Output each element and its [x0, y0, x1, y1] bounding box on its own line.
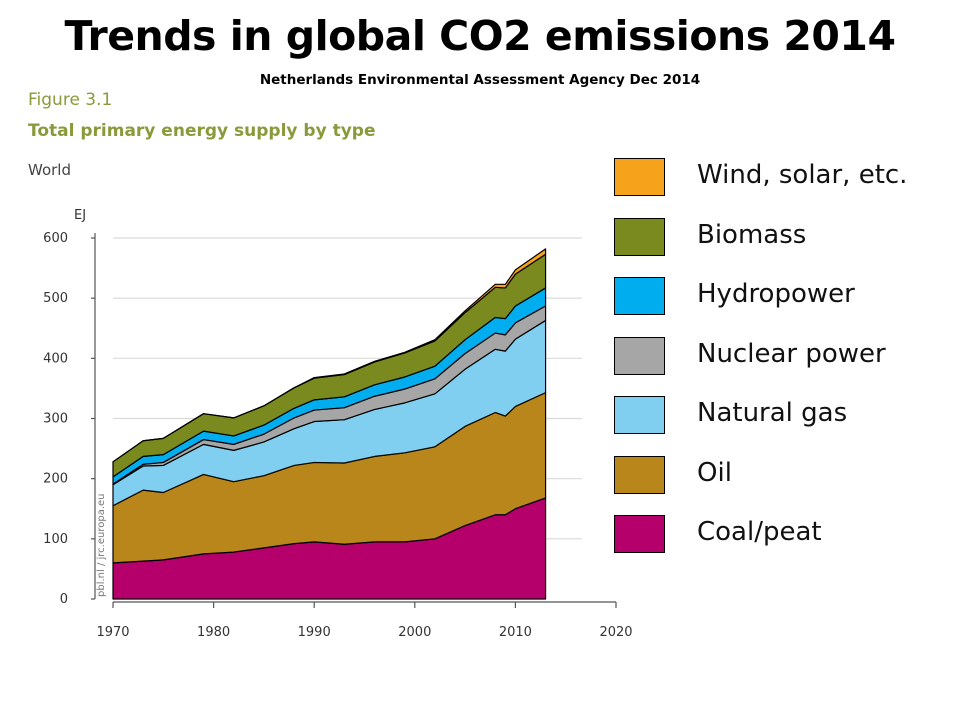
slide-subtitle: Netherlands Environmental Assessment Age… [259, 72, 701, 88]
legend-label: Nuclear power [697, 338, 886, 369]
legend-swatch [614, 158, 665, 196]
x-tick-label: 2000 [398, 625, 431, 640]
chart-legend: Wind, solar, etc. Biomass Hydropower Nuclea… [614, 158, 954, 575]
legend-swatch [614, 277, 665, 315]
x-tick-label: 1980 [197, 625, 230, 640]
y-tick-label: 600 [43, 231, 68, 246]
area-wind-solar-etc [112, 248, 547, 463]
legend-item-hydropower: Hydropower [614, 277, 954, 317]
y-tick-label: 200 [43, 472, 68, 487]
figure-region: World [28, 161, 71, 179]
legend-swatch [614, 336, 665, 375]
legend-label: Hydropower [697, 279, 855, 309]
y-tick-label: 0 [60, 592, 68, 607]
y-tick-label: 100 [43, 532, 68, 547]
x-tick-label: 1970 [96, 625, 129, 640]
legend-label: Coal/peat [697, 517, 822, 547]
legend-label: Biomass [697, 219, 807, 250]
legend-label: Oil [697, 457, 732, 488]
y-tick-label: 500 [43, 291, 68, 306]
x-tick-label: 2020 [599, 625, 632, 640]
legend-swatch [614, 455, 665, 494]
legend-item-biomass: Biomass [614, 217, 954, 258]
figure-number: Figure 3.1 [28, 90, 113, 110]
legend-item-wind-solar-etc: Wind, solar, etc. [614, 158, 954, 198]
figure-title: Total primary energy supply by type [28, 121, 376, 141]
legend-swatch [614, 396, 665, 434]
x-tick-label: 1990 [298, 625, 331, 640]
legend-swatch [614, 217, 665, 256]
slide-title: Trends in global CO2 emissions 2014 [64, 12, 896, 60]
legend-label: Natural gas [697, 398, 848, 428]
y-tick-label: 300 [43, 412, 68, 427]
figure-watermark: pbl.nl / jrc.europa.eu [96, 494, 107, 598]
x-tick-label: 2010 [499, 625, 532, 640]
legend-item-nuclear-power: Nuclear power [614, 336, 954, 377]
legend-item-oil: Oil [614, 455, 954, 496]
legend-label: Wind, solar, etc. [697, 160, 908, 190]
legend-item-coal-peat: Coal/peat [614, 515, 954, 555]
y-axis-unit-label: EJ [74, 208, 86, 223]
y-tick-label: 400 [43, 351, 68, 366]
legend-swatch [614, 515, 665, 553]
legend-item-natural-gas: Natural gas [614, 396, 954, 436]
